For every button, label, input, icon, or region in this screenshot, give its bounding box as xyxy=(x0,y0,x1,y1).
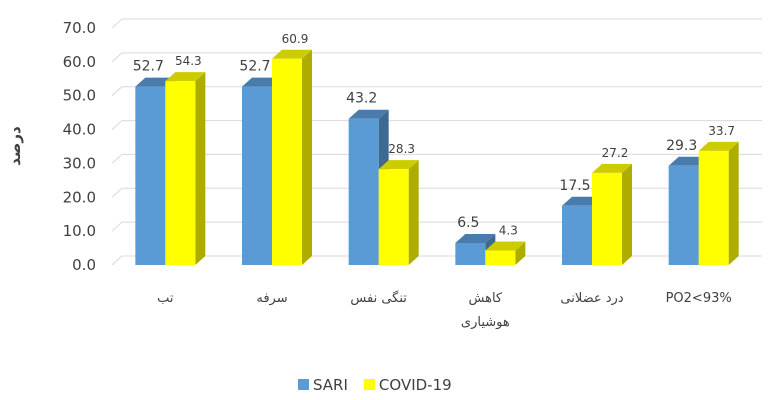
bar-top xyxy=(272,49,312,59)
legend-label: SARI xyxy=(313,376,348,394)
x-tick-label: سرفه xyxy=(256,291,288,306)
bar-front xyxy=(348,118,379,265)
bar-top xyxy=(698,141,739,151)
x-tick-label: تنگی نفس xyxy=(350,291,407,306)
value-label: 54.3 xyxy=(175,54,202,68)
value-label: 52.7 xyxy=(133,59,164,75)
bar xyxy=(485,241,526,265)
bar-front xyxy=(378,169,409,265)
grid-line xyxy=(111,153,762,164)
x-tick-label: درد عضلانی xyxy=(560,291,624,306)
y-tick-label: 60.0 xyxy=(63,53,96,71)
bar-front xyxy=(668,165,699,265)
bar-front xyxy=(165,81,196,265)
bar xyxy=(165,72,206,265)
bar-side xyxy=(302,49,312,266)
legend-swatch xyxy=(363,379,375,390)
bar-front xyxy=(135,86,166,265)
y-tick-label: 20.0 xyxy=(63,188,96,206)
value-label: 43.2 xyxy=(346,91,377,107)
value-label: 4.3 xyxy=(499,223,518,237)
value-label: 17.5 xyxy=(559,178,590,194)
y-tick-label: 30.0 xyxy=(63,154,96,172)
legend-swatch xyxy=(298,379,309,390)
x-tick-label: PO2<93% xyxy=(665,291,732,306)
bar-top xyxy=(165,72,206,82)
bar-front xyxy=(242,86,272,265)
bar-side xyxy=(622,163,632,265)
y-tick-label: 10.0 xyxy=(63,222,96,240)
bar-front xyxy=(562,205,592,265)
value-label: 27.2 xyxy=(602,146,629,160)
y-tick-label: 40.0 xyxy=(63,121,96,139)
bar-side xyxy=(408,160,419,265)
bar-side xyxy=(195,72,206,265)
y-axis-label: درصد xyxy=(6,126,24,166)
grid-line xyxy=(111,255,762,266)
bar-front xyxy=(485,250,516,265)
bar xyxy=(592,163,632,265)
bar-side xyxy=(515,241,526,265)
bar-front xyxy=(698,150,729,265)
bar-top xyxy=(455,233,496,243)
value-label: 28.3 xyxy=(388,142,415,156)
bar xyxy=(698,141,739,265)
grid-line xyxy=(111,86,762,97)
value-label: 60.9 xyxy=(282,32,309,46)
y-tick-label: 70.0 xyxy=(63,19,96,37)
grid-line xyxy=(111,120,762,130)
grid-line xyxy=(111,221,762,232)
bar-top xyxy=(378,160,419,170)
bar-top xyxy=(592,163,632,173)
bar-front xyxy=(272,58,302,266)
value-label: 52.7 xyxy=(239,59,270,75)
x-tick-label: کاهش هوشیاری xyxy=(460,291,510,330)
bar-side xyxy=(728,141,739,265)
value-label: 29.3 xyxy=(666,138,697,154)
bar-top xyxy=(348,109,389,119)
bar-front xyxy=(455,242,486,265)
y-tick-label: 50.0 xyxy=(63,87,96,105)
bar xyxy=(272,49,312,266)
y-tick-label: 0.0 xyxy=(72,256,96,274)
value-label: 6.5 xyxy=(457,215,479,231)
bar-top xyxy=(485,241,526,251)
x-tick-label: تب xyxy=(157,291,174,306)
grid-line xyxy=(111,52,762,63)
grid-line xyxy=(111,18,762,29)
value-label: 33.7 xyxy=(708,124,735,138)
bar-front xyxy=(592,172,622,265)
grid-line xyxy=(111,187,762,198)
bar xyxy=(378,160,419,265)
legend-label: COVID-19 xyxy=(379,376,452,394)
